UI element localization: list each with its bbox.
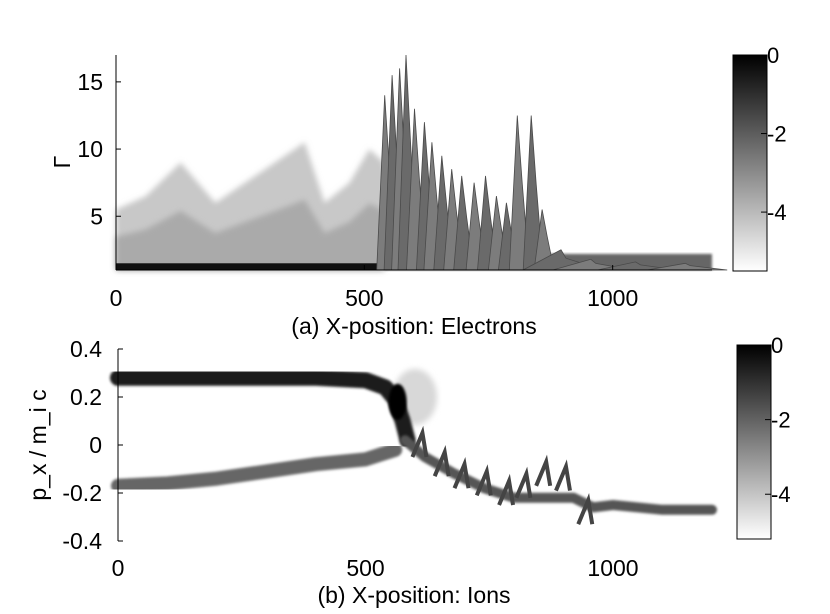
ion-shock-core xyxy=(388,383,407,420)
panel-a-colorbar-tick-label: -4 xyxy=(767,200,787,225)
ion-oscillation xyxy=(534,454,553,487)
panel-b-x-label: (b) X-position: Ions xyxy=(317,582,510,608)
panel-b-colorbar-ticks: 0 -2 -4 xyxy=(765,333,791,507)
ion-oscillation xyxy=(554,459,572,492)
panel-a-x-tick-label: 1000 xyxy=(587,285,638,311)
panel-b-x-tick-label: 0 xyxy=(112,555,125,581)
panel-b-plot-area xyxy=(110,369,717,525)
ion-oscillation xyxy=(452,457,471,489)
electron-upstream-core xyxy=(116,199,385,270)
ion-oscillation xyxy=(576,493,595,525)
panel-b-ticks: 0 500 1000 0.4 0.2 0 -0.2 -0.4 xyxy=(62,336,638,581)
panel-b: 0 500 1000 0.4 0.2 0 -0.2 -0.4 (b) X-position: … xyxy=(25,333,791,608)
ion-oscillation xyxy=(474,464,493,497)
panel-a-y-label: Γ xyxy=(49,155,75,168)
panel-a-plot-area xyxy=(116,54,728,271)
ion-oscillation xyxy=(514,466,533,499)
panel-a-x-tick-label: 0 xyxy=(110,285,123,311)
panel-b-x-tick-label: 1000 xyxy=(587,555,638,581)
panel-b-y-tick-label: -0.2 xyxy=(62,480,102,506)
ion-oscillation xyxy=(432,445,451,477)
panel-a-y-tick-label: 5 xyxy=(90,203,103,229)
panel-b-colorbar-tick-label: 0 xyxy=(771,333,783,358)
panel-a-y-tick-label: 15 xyxy=(77,69,103,95)
panel-a-x-tick-label: 500 xyxy=(345,285,383,311)
panel-b-colorbar-tick-label: -2 xyxy=(771,408,791,433)
panel-b-y-label: p_x / m_i c xyxy=(25,389,51,500)
panel-a-x-label: (a) X-position: Electrons xyxy=(291,313,536,339)
panel-a-y-tick-label: 10 xyxy=(77,136,103,162)
panel-a-colorbar-tick-label: 0 xyxy=(767,43,779,68)
ion-oscillation xyxy=(497,473,516,506)
panel-a-colorbar xyxy=(732,54,768,272)
ion-upper-beam xyxy=(110,369,416,449)
panel-b-colorbar-tick-label: -4 xyxy=(771,482,791,507)
panel-b-y-tick-label: 0.2 xyxy=(70,384,102,410)
panel-b-y-label-text: p_x / m_i c xyxy=(25,389,51,500)
ion-lower-beam xyxy=(111,442,403,493)
panel-b-y-tick-label: 0 xyxy=(89,432,102,458)
panel-a-colorbar-tick-label: -2 xyxy=(767,122,787,147)
ion-downstream-beam xyxy=(400,435,717,515)
ion-oscillation xyxy=(410,425,429,458)
electron-beam-base xyxy=(116,263,395,270)
panel-a-colorbar-ticks: 0 -2 -4 xyxy=(761,43,787,225)
panel-b-y-tick-label: -0.4 xyxy=(62,528,102,554)
panel-b-x-tick-label: 500 xyxy=(346,555,384,581)
panel-b-colorbar xyxy=(736,344,772,540)
panel-a-ticks: 0 500 1000 5 10 15 xyxy=(77,69,638,311)
panel-b-y-tick-label: 0.4 xyxy=(70,336,102,362)
